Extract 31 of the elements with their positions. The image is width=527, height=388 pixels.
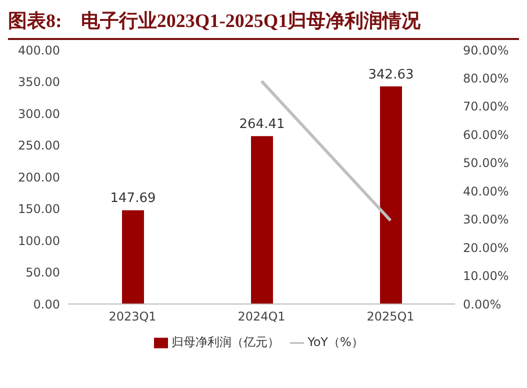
x-tick-label: 2025Q1	[366, 310, 414, 324]
legend-label: YoY（%）	[308, 335, 364, 349]
data-label: 342.63	[368, 67, 414, 82]
y2-tick-label: 70.00%	[463, 100, 509, 114]
y-tick-label: 300.00	[18, 106, 60, 121]
data-label: 147.69	[110, 191, 156, 206]
x-tick-label: 2024Q1	[238, 310, 286, 324]
y2-tick-label: 80.00%	[463, 71, 509, 86]
y2-tick-label: 90.00%	[463, 43, 509, 58]
bar	[251, 136, 273, 304]
data-label: 264.41	[239, 117, 285, 132]
bar	[380, 86, 402, 304]
y-tick-label: 150.00	[18, 202, 60, 216]
bar	[122, 210, 144, 304]
y-tick-label: 400.00	[18, 43, 60, 58]
y-tick-label: 100.00	[18, 234, 60, 248]
x-tick-label: 2023Q1	[108, 310, 156, 324]
y2-tick-label: 50.00%	[463, 156, 509, 170]
y2-tick-label: 10.00%	[463, 269, 509, 284]
legend-label: 归母净利润（亿元）	[172, 335, 280, 349]
chart-title: 图表8: 电子行业2023Q1-2025Q1归母净利润情况	[8, 8, 519, 40]
y2-tick-label: 0.00%	[463, 297, 502, 312]
y-tick-label: 200.00	[18, 170, 60, 184]
y2-tick-label: 60.00%	[463, 128, 509, 142]
y2-tick-label: 30.00%	[463, 212, 509, 227]
y-tick-label: 50.00	[26, 266, 60, 280]
y-tick-label: 250.00	[18, 138, 60, 153]
y-tick-label: 350.00	[18, 75, 60, 90]
y-tick-label: 0.00	[33, 297, 60, 312]
y2-tick-label: 40.00%	[463, 184, 509, 198]
y2-tick-label: 20.00%	[463, 240, 509, 255]
